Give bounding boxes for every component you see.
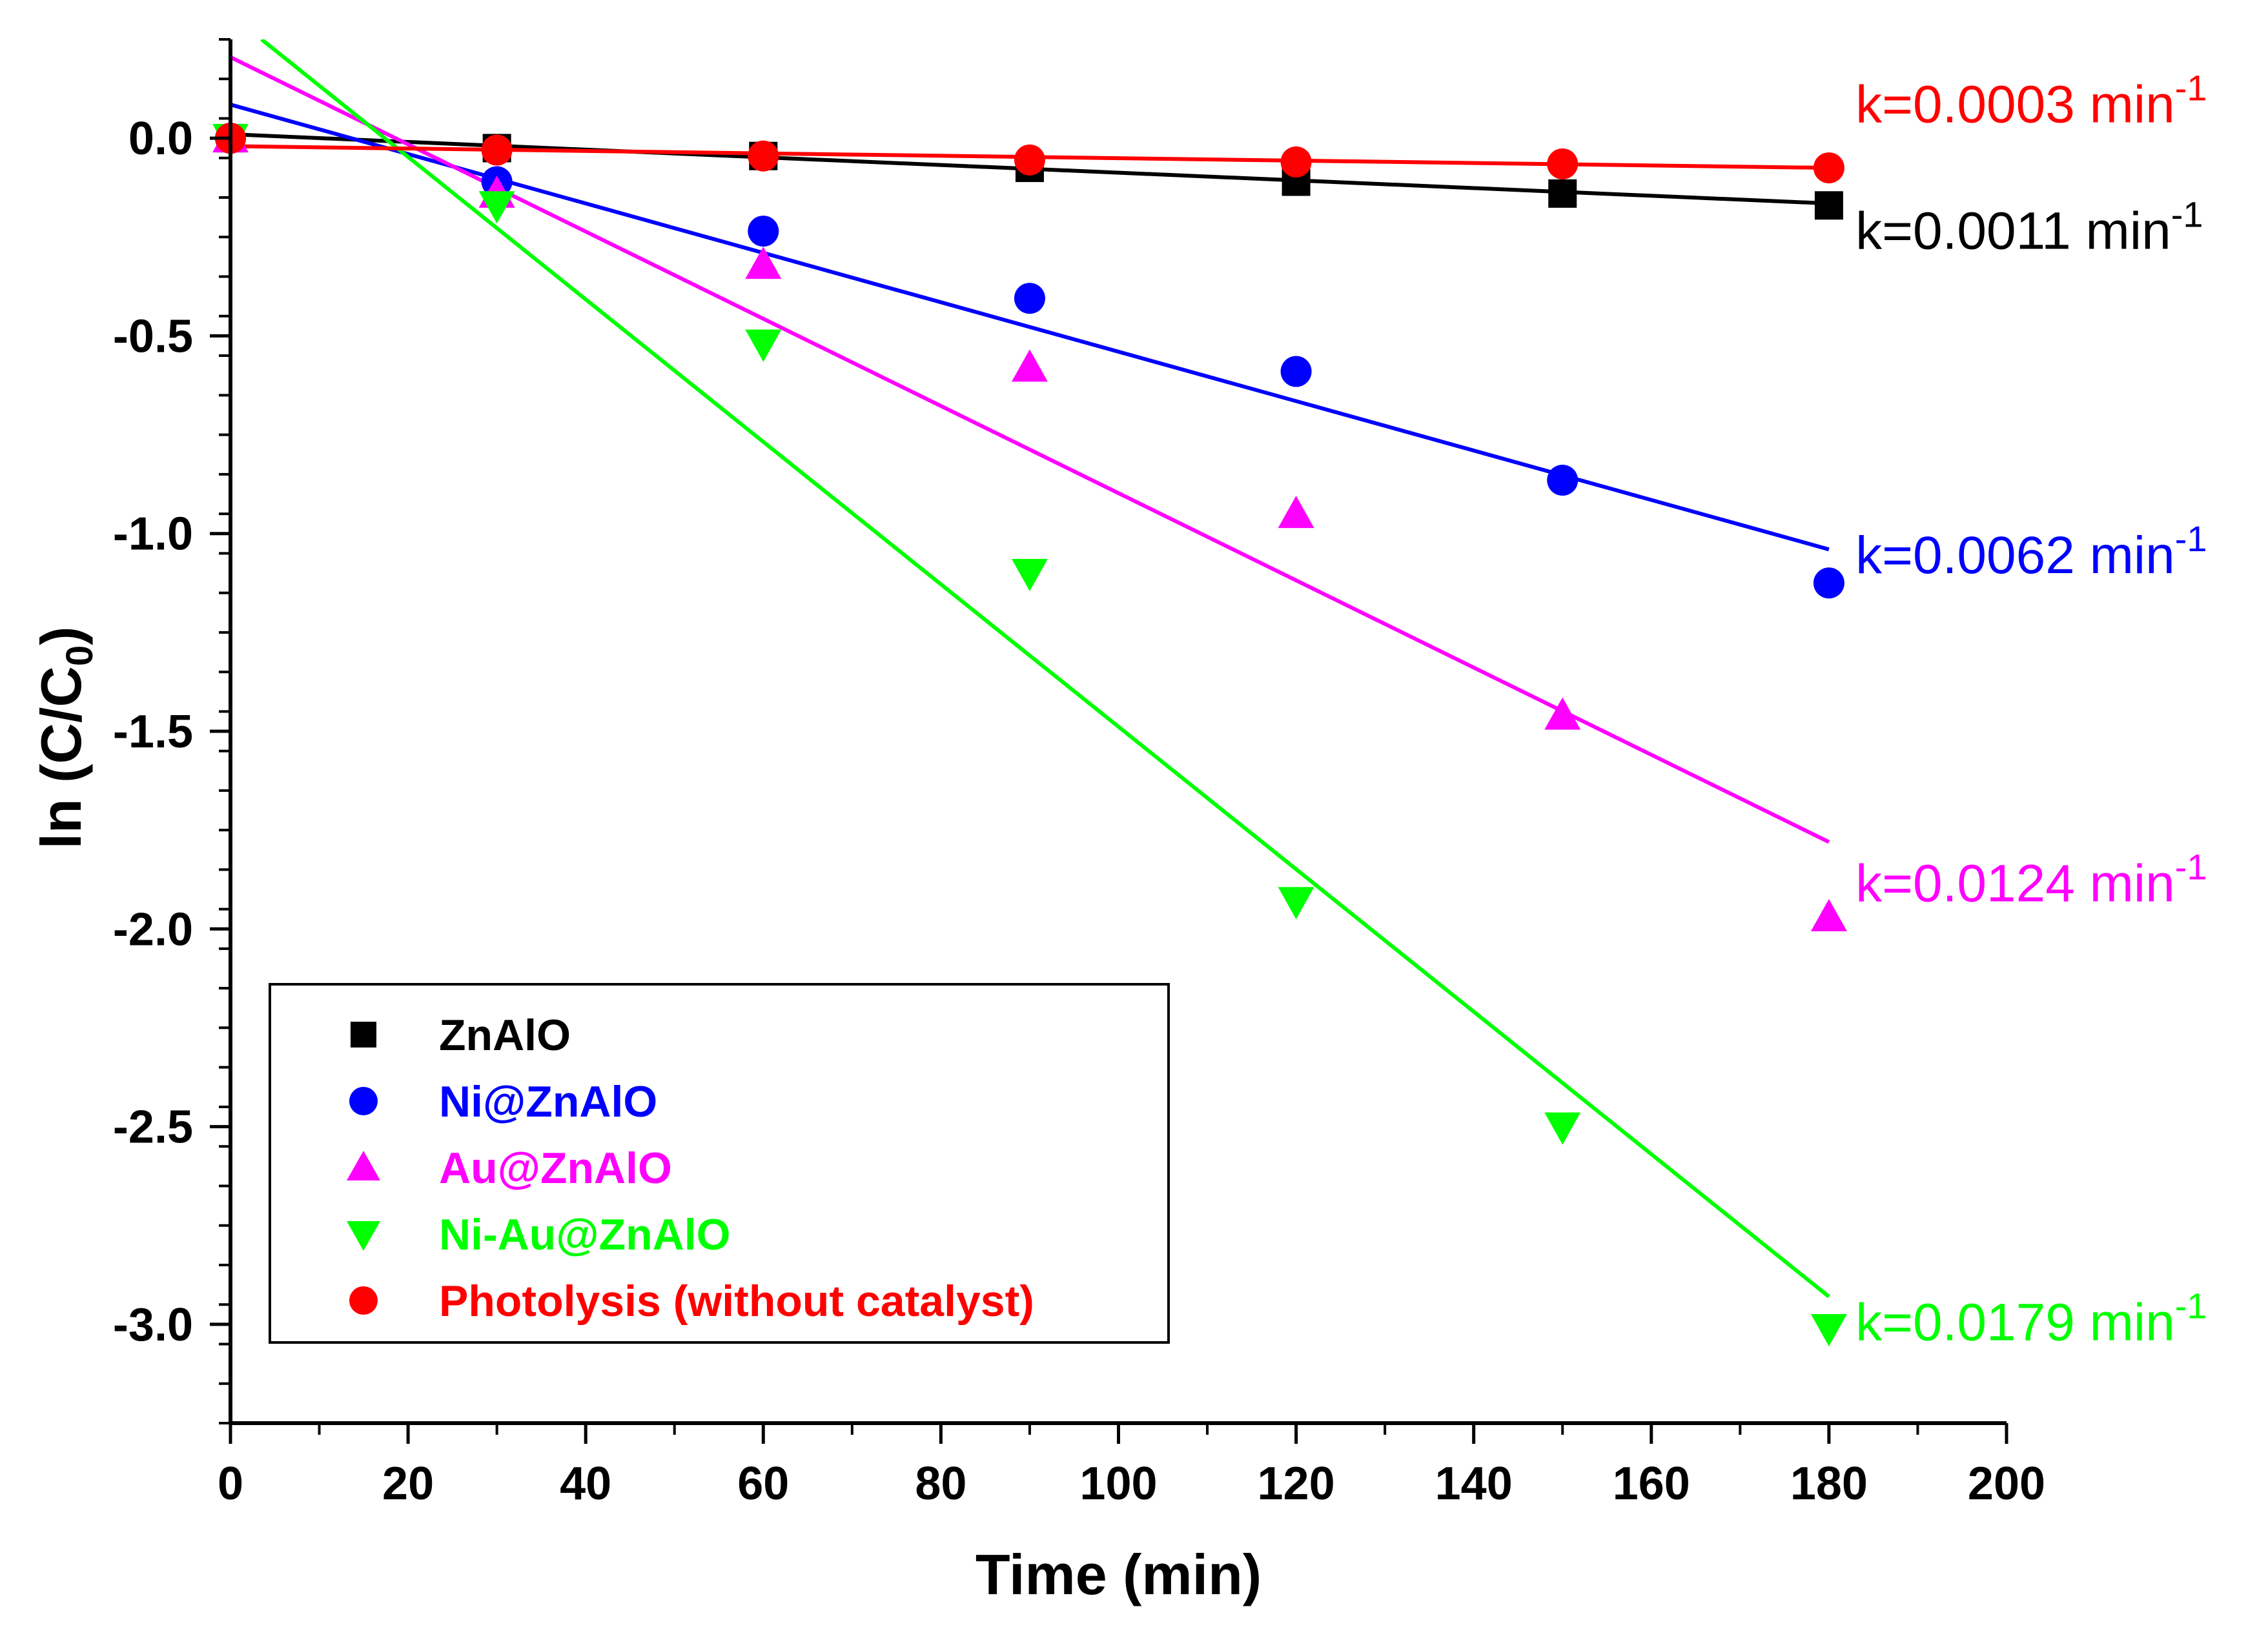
k-label-exponent: -1 <box>2175 68 2207 108</box>
k-label-exponent: -1 <box>2175 518 2207 559</box>
legend-label-photolysis-without-catalyst: Photolysis (without catalyst) <box>439 1277 1034 1326</box>
data-point-znalo <box>1548 179 1577 208</box>
x-tick-label: 100 <box>1079 1458 1157 1510</box>
x-tick-label: 80 <box>915 1458 966 1510</box>
legend-marker-ni-znalo <box>349 1087 378 1115</box>
data-point-photolysis-without-catalyst <box>481 134 513 166</box>
x-axis-title: Time (min) <box>976 1543 1262 1606</box>
data-point-ni-znalo <box>1547 465 1578 496</box>
data-point-au-znalo <box>745 247 782 279</box>
legend-marker-au-znalo <box>347 1151 380 1180</box>
y-tick-label: 0.0 <box>128 113 193 165</box>
k-label-value: k=0.0124 min <box>1855 854 2175 913</box>
y-tick-label: -1.0 <box>113 509 193 560</box>
k-label-ni-au-znalo: k=0.0179 min-1 <box>1855 1285 2207 1351</box>
data-point-ni-au-znalo <box>745 329 782 362</box>
legend-marker-ni-au-znalo <box>347 1221 380 1251</box>
x-tick-label: 180 <box>1790 1458 1868 1510</box>
data-point-au-znalo <box>1544 697 1581 730</box>
data-point-au-znalo <box>1011 349 1048 382</box>
y-tick-label: -1.5 <box>113 706 193 758</box>
x-tick-label: 120 <box>1258 1458 1335 1510</box>
data-point-ni-au-znalo <box>1810 1313 1847 1346</box>
k-label-au-znalo: k=0.0124 min-1 <box>1855 846 2207 913</box>
data-point-photolysis-without-catalyst <box>1547 148 1578 179</box>
legend-label-znalo: ZnAlO <box>439 1011 571 1060</box>
k-label-value: k=0.0179 min <box>1855 1293 2175 1351</box>
data-point-ni-znalo <box>1280 356 1312 387</box>
axes: 0 20 40 60 80 100 120 140 160 180 200 0.0 -0.5 -1.0 -1… <box>113 38 2045 1510</box>
y-tick-label: -2.5 <box>113 1102 193 1153</box>
x-tick-label: 40 <box>560 1458 611 1510</box>
data-point-ni-znalo <box>1014 283 1045 314</box>
k-label-value: k=0.0011 min <box>1855 202 2171 261</box>
k-label-ni-znalo: k=0.0062 min-1 <box>1855 518 2207 585</box>
k-label-exponent: -1 <box>2175 846 2207 887</box>
data-point-ni-znalo <box>1813 567 1844 599</box>
data-point-ni-au-znalo <box>1278 887 1314 920</box>
k-label-znalo: k=0.0011 min-1 <box>1855 194 2203 261</box>
y-axis-title-main: ln (C/C <box>29 666 93 849</box>
k-label-exponent: -1 <box>2171 194 2203 235</box>
y-axis-title-close: ) <box>29 626 93 645</box>
x-tick-label: 200 <box>1968 1458 2045 1510</box>
data-point-ni-au-znalo <box>1544 1112 1581 1145</box>
x-tick-label: 0 <box>218 1458 243 1510</box>
y-tick-label: -2.0 <box>113 904 193 955</box>
x-tick-label: 20 <box>382 1458 434 1510</box>
data-point-photolysis-without-catalyst <box>748 140 779 172</box>
data-point-photolysis-without-catalyst <box>1280 146 1312 177</box>
y-axis-title-subscript: 0 <box>59 645 101 666</box>
data-point-au-znalo <box>1810 898 1847 931</box>
legend-label-au-znalo: Au@ZnAlO <box>439 1144 672 1193</box>
y-tick-label: -3.0 <box>113 1299 193 1351</box>
x-tick-label: 140 <box>1435 1458 1513 1510</box>
legend-marker-photolysis-without-catalyst <box>349 1286 378 1315</box>
data-point-ni-au-znalo <box>1011 558 1048 591</box>
rate-constant-labels: k=0.0011 min-1k=0.0062 min-1k=0.0124 min… <box>1855 68 2207 1352</box>
legend-box <box>269 983 1170 1344</box>
data-point-photolysis-without-catalyst <box>1813 152 1844 184</box>
legend: ZnAlO Ni@ZnAlO Au@ZnAlO Ni-Au@ZnAlO Photolys… <box>269 983 1170 1344</box>
k-label-value: k=0.0062 min <box>1855 526 2175 585</box>
legend-marker-znalo <box>351 1022 376 1048</box>
data-point-photolysis-without-catalyst <box>1014 144 1045 176</box>
data-point-ni-au-znalo <box>478 191 515 224</box>
k-label-photolysis-without-catalyst: k=0.0003 min-1 <box>1855 68 2207 134</box>
fit-line-ni-au-znalo <box>260 39 1830 1299</box>
data-point-au-znalo <box>1278 496 1314 529</box>
legend-label-ni-znalo: Ni@ZnAlO <box>439 1077 657 1126</box>
y-axis-title: ln (C/C0) <box>29 626 101 849</box>
x-tick-label: 160 <box>1613 1458 1690 1510</box>
k-label-exponent: -1 <box>2175 1285 2207 1326</box>
legend-label-ni-au-znalo: Ni-Au@ZnAlO <box>439 1210 731 1259</box>
data-point-ni-znalo <box>748 216 779 247</box>
y-tick-label: -0.5 <box>113 310 193 362</box>
data-point-znalo <box>1814 191 1843 220</box>
x-tick-label: 60 <box>737 1458 789 1510</box>
k-label-value: k=0.0003 min <box>1855 76 2175 134</box>
